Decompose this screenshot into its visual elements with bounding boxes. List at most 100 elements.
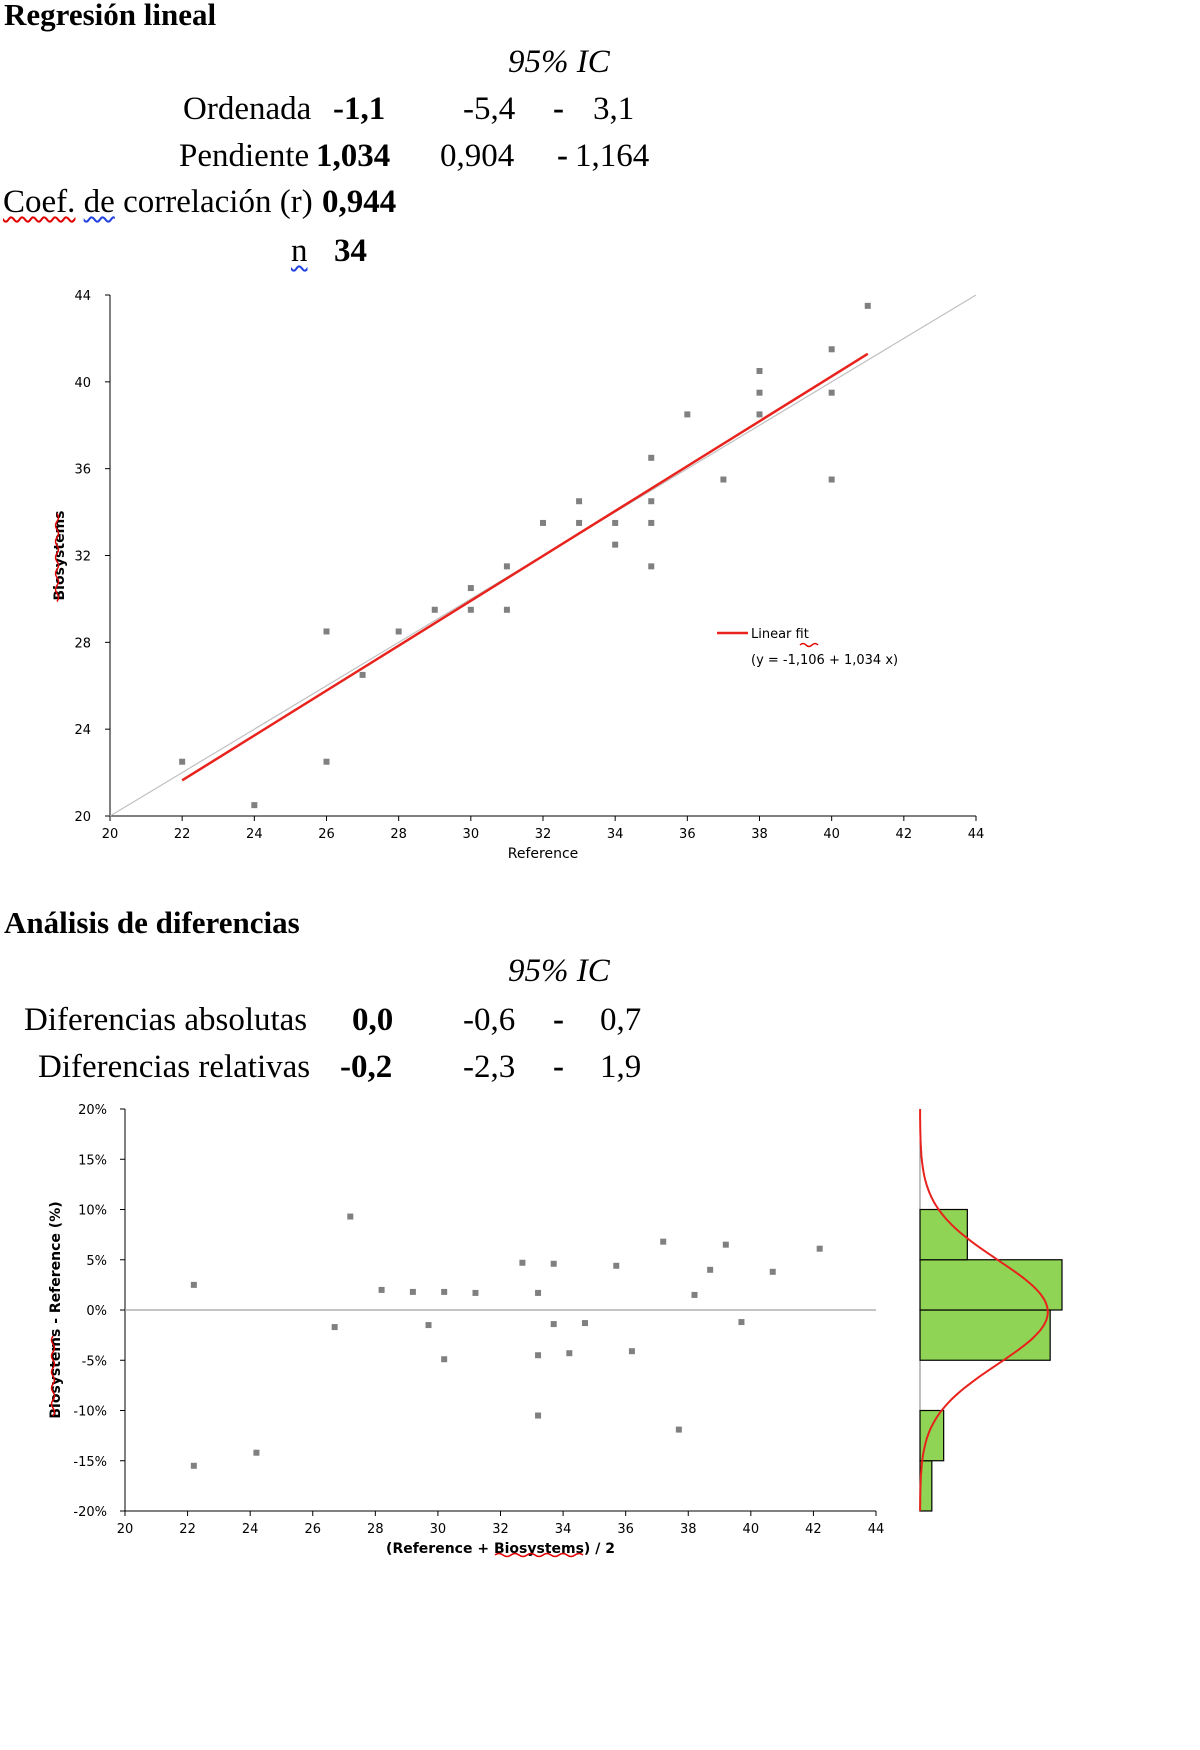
y-tick-label: -5%	[82, 1354, 107, 1369]
data-point	[190, 1462, 197, 1469]
data-point	[441, 1356, 448, 1363]
regression-scatter-chart: 20 22 24 26 28 30 32 34 36 38 40 42 44 20 24 28 32 36 40 44…	[52, 289, 985, 862]
data-point	[253, 1449, 260, 1456]
y-tick-label: 28	[74, 636, 91, 651]
slope-ci-high: 1,164	[575, 138, 650, 174]
y-tick-label: -15%	[73, 1455, 107, 1470]
data-point	[535, 1289, 542, 1296]
histogram-bar	[919, 1259, 1063, 1311]
x-axis-title: Reference	[508, 846, 579, 862]
regression-title: Regresión lineal	[4, 0, 217, 32]
regression-ci-header: 95% IC	[508, 44, 610, 80]
x-tick-label: 34	[555, 1522, 572, 1537]
x-tick-label: 40	[743, 1522, 760, 1537]
x-tick-label: 36	[679, 827, 696, 842]
y-tick-label: 5%	[86, 1254, 107, 1269]
y-tick-label: 20%	[78, 1103, 107, 1118]
data-point	[612, 519, 619, 526]
y-tick-label: 36	[74, 463, 91, 478]
x-tick-label: 34	[607, 827, 624, 842]
spellcheck-underline	[494, 1552, 584, 1558]
relative-value: -0,2	[340, 1049, 393, 1085]
x-tick-label: 26	[318, 827, 335, 842]
x-tick-label: 20	[102, 827, 119, 842]
data-point	[722, 1241, 729, 1248]
data-point	[691, 1291, 698, 1298]
relative-ci-low: -2,3	[463, 1049, 516, 1085]
absolute-label: Diferencias absolutas	[24, 1002, 308, 1038]
data-point	[648, 563, 655, 570]
data-point	[472, 1289, 479, 1296]
differences-ci-header: 95% IC	[508, 953, 610, 989]
x-axis-title: (Reference + Biosystems) / 2	[386, 1541, 615, 1557]
slope-ci-low: 0,904	[440, 138, 515, 174]
x-tick-label: 32	[492, 1522, 509, 1537]
x-tick-label: 44	[968, 827, 985, 842]
absolute-ci-low: -0,6	[463, 1002, 516, 1038]
data-point	[378, 1286, 385, 1293]
data-point	[566, 1350, 573, 1357]
n-label: n	[291, 233, 308, 269]
data-point	[425, 1322, 432, 1329]
absolute-ci-dash: -	[553, 1002, 564, 1038]
data-point	[648, 498, 655, 505]
x-tick-label: 22	[174, 827, 191, 842]
y-tick-label: -20%	[73, 1505, 107, 1520]
data-point	[467, 606, 474, 613]
correlation-label: Coef. de correlación (r)	[3, 184, 313, 221]
data-point	[190, 1281, 197, 1288]
slope-value: 1,034	[316, 138, 391, 174]
x-tick-label: 24	[246, 827, 263, 842]
relative-ci-high: 1,9	[600, 1049, 642, 1085]
correlation-label-de: de	[83, 184, 115, 220]
x-tick-label: 38	[680, 1522, 697, 1537]
data-point	[707, 1266, 714, 1273]
spellcheck-underline	[50, 1335, 56, 1417]
y-tick-label: 40	[74, 376, 91, 391]
x-tick-label: 42	[896, 827, 913, 842]
relative-ci-dash: -	[553, 1049, 564, 1085]
data-point	[648, 519, 655, 526]
n-value: 34	[334, 233, 367, 269]
data-point	[519, 1259, 526, 1266]
data-point	[535, 1352, 542, 1359]
data-point	[323, 758, 330, 765]
differences-title: Análisis de diferencias	[4, 905, 300, 940]
x-tick-label: 30	[463, 827, 480, 842]
y-tick-label: -10%	[73, 1405, 107, 1420]
data-point	[576, 498, 583, 505]
data-point	[409, 1288, 416, 1295]
x-tick-label: 24	[242, 1522, 259, 1537]
x-tick-label: 38	[751, 827, 768, 842]
data-point	[550, 1260, 557, 1267]
x-tick-label: 36	[617, 1522, 634, 1537]
data-point	[331, 1324, 338, 1331]
data-point	[828, 389, 835, 396]
data-point	[660, 1238, 667, 1245]
data-point	[756, 411, 763, 418]
y-tick-label: 44	[74, 289, 91, 304]
data-point	[535, 1412, 542, 1419]
data-point	[251, 802, 258, 809]
data-point	[503, 606, 510, 613]
data-point	[540, 519, 546, 526]
y-axis-title: Biosystems - Reference (%)	[48, 1201, 64, 1418]
histogram-bar	[919, 1409, 945, 1462]
data-point	[395, 628, 402, 635]
intercept-ci-high: 3,1	[593, 91, 635, 127]
slope-label: Pendiente	[179, 138, 310, 174]
intercept-ci-low: -5,4	[463, 91, 516, 127]
data-point	[503, 563, 510, 570]
data-point	[576, 519, 583, 526]
y-tick-label: 32	[74, 550, 91, 565]
data-point	[864, 302, 871, 309]
x-tick-label: 26	[304, 1522, 321, 1537]
data-point	[441, 1288, 448, 1295]
data-point	[816, 1245, 823, 1252]
spellcheck-underline	[54, 513, 60, 602]
data-point	[359, 671, 366, 678]
spellcheck-underline	[799, 642, 819, 648]
data-point	[179, 758, 186, 765]
data-point	[347, 1213, 354, 1220]
x-tick-label: 32	[535, 827, 552, 842]
